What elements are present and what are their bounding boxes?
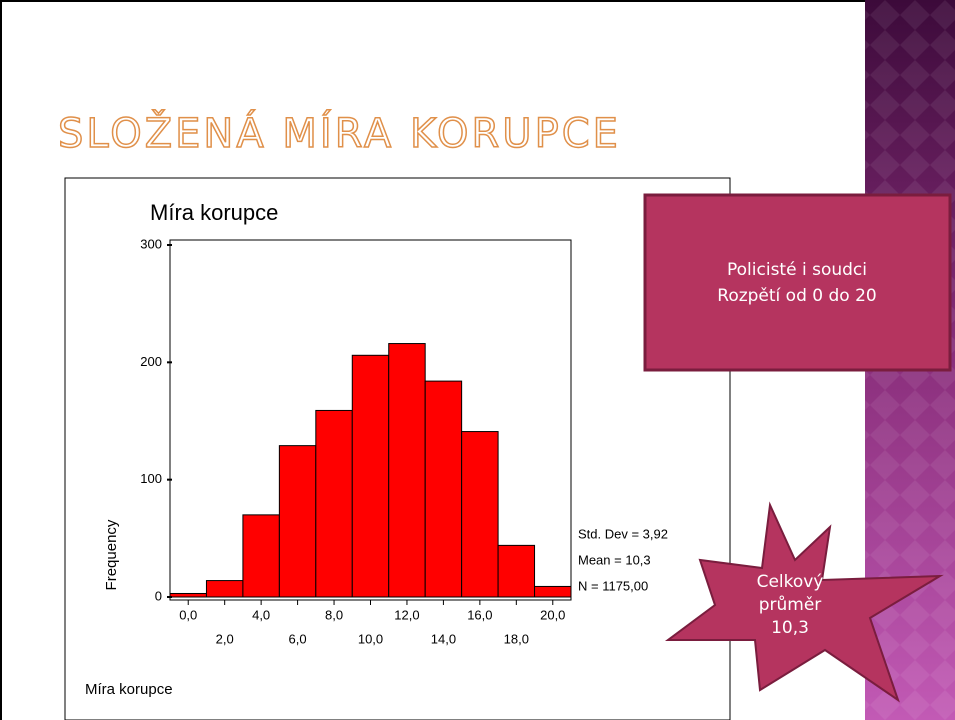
- bar: [315, 409, 353, 598]
- slide-border: [0, 0, 865, 720]
- x-tick-label: 8,0: [325, 607, 343, 622]
- x-axis-label: Míra korupce: [85, 681, 173, 698]
- bar: [169, 592, 207, 598]
- x-tick-label: 12,0: [394, 607, 419, 622]
- y-tick-label: 300: [140, 236, 162, 251]
- bar: [534, 585, 572, 598]
- callout-box: [643, 193, 952, 372]
- stat-annotation: Std. Dev = 3,92: [578, 526, 668, 541]
- x-tick-label: 0,0: [179, 607, 197, 622]
- y-axis-label: Frequency: [103, 519, 120, 590]
- x-tick-label: 20,0: [540, 607, 565, 622]
- bar: [497, 544, 536, 598]
- starburst: [664, 501, 944, 703]
- stat-annotation: N = 1175,00: [578, 578, 648, 593]
- callout-line: Policisté i soudci: [727, 260, 867, 280]
- x-tick-label: 6,0: [289, 631, 307, 646]
- bar: [205, 580, 244, 598]
- bar: [242, 514, 280, 598]
- starburst-line: Celkový: [757, 572, 824, 592]
- bar: [351, 354, 390, 598]
- y-tick-label: 0: [155, 588, 162, 603]
- slide-title: SLOŽENÁ MÍRA KORUPCE: [58, 109, 621, 157]
- x-tick-label: 4,0: [252, 607, 270, 622]
- bar: [424, 380, 463, 598]
- bar: [278, 445, 317, 598]
- bar: [388, 343, 426, 598]
- chart-title: Míra korupce: [150, 200, 278, 225]
- x-tick-label: 10,0: [358, 631, 383, 646]
- y-tick-label: 100: [140, 471, 162, 486]
- bar: [461, 431, 499, 598]
- x-tick-label: 2,0: [216, 631, 234, 646]
- x-tick-label: 18,0: [504, 631, 529, 646]
- stat-annotation: Mean = 10,3: [578, 552, 651, 567]
- starburst-line: 10,3: [771, 618, 809, 638]
- plot: 0 100 200 300 0,0 2,0 4,0 6,0 8,0 10,0 12,0 14,0 16,…: [140, 236, 668, 646]
- y-tick-label: 200: [140, 354, 162, 369]
- starburst-line: průměr: [759, 595, 822, 615]
- x-tick-label: 14,0: [431, 631, 456, 646]
- x-tick-label: 16,0: [467, 607, 492, 622]
- callout-line: Rozpětí od 0 do 20: [717, 286, 876, 306]
